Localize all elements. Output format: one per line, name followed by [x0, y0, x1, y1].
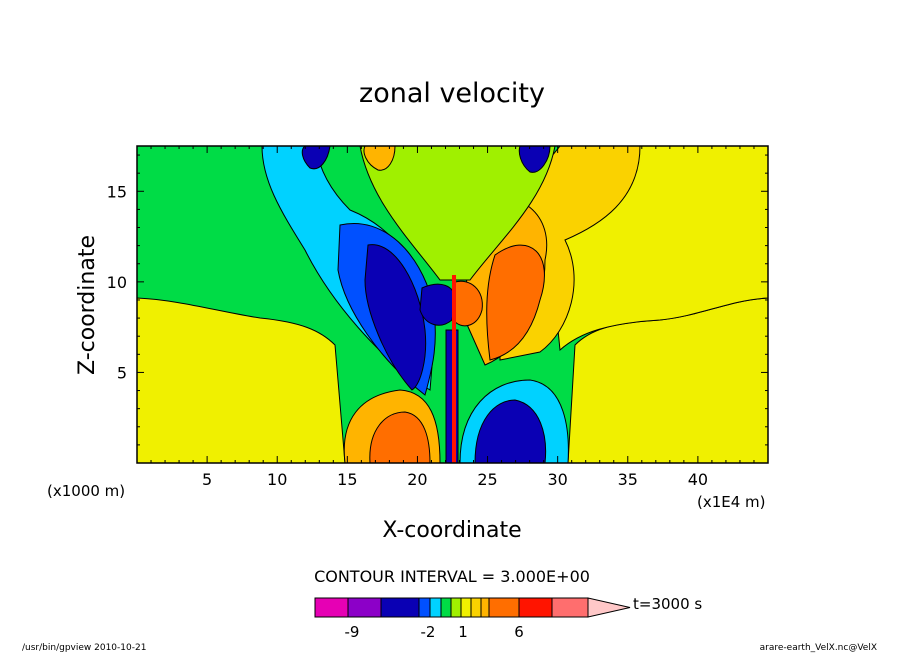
footer-left: /usr/bin/gpview 2010-10-21: [22, 643, 146, 653]
field-right-red-orange: [486, 244, 545, 361]
x-unit-note: (x1E4 m): [697, 493, 766, 511]
contour-interval-label: CONTOUR INTERVAL = 3.000E+00: [314, 567, 590, 586]
y-tick-label: 5: [117, 363, 127, 382]
field-left-darkblue: [364, 244, 427, 391]
chart-title: zonal velocity: [359, 78, 545, 109]
colorbar-segment: [518, 597, 553, 618]
colorbar-segment: [460, 597, 472, 618]
y-axis-ticks: 5 10 15: [107, 154, 768, 446]
field-lower-yellow: [137, 297, 346, 463]
colorbar-tick-label: 1: [458, 623, 468, 641]
y-axis-label: Z-coordinate: [75, 235, 100, 375]
field-top-orange-left: [363, 146, 396, 171]
x-axis-label: X-coordinate: [382, 518, 521, 543]
colorbar-tick-labels: -9 -2 1 6: [345, 623, 524, 641]
time-label: t=3000 s: [633, 595, 702, 613]
colorbar-segment: [440, 597, 452, 618]
x-tick-label: 15: [337, 470, 357, 489]
colorbar-segment: [429, 597, 442, 618]
footer-right: arare-earth_VelX.nc@VelX: [760, 643, 877, 653]
y-tick-label: 10: [107, 273, 127, 292]
colorbar-segment: [480, 597, 490, 618]
contour-field: [137, 146, 768, 463]
x-tick-label: 25: [477, 470, 497, 489]
field-center-plume: [359, 146, 556, 281]
x-tick-label: 40: [688, 470, 708, 489]
colorbar-segment: [380, 597, 420, 618]
x-tick-label: 20: [407, 470, 427, 489]
field-core-orange: [454, 280, 483, 327]
field-top-darkblue-right: [518, 146, 551, 173]
x-tick-label: 30: [547, 470, 567, 489]
colorbar-segment: [418, 597, 431, 618]
colorbar-segment: [470, 597, 482, 618]
colorbar-segment: [314, 597, 349, 618]
colorbar-tick-label: 6: [514, 623, 524, 641]
colorbar-segment: [551, 597, 589, 618]
colorbar-segment: [587, 597, 631, 618]
colorbar: [314, 597, 631, 618]
colorbar-segment: [488, 597, 520, 618]
field-core-darkblue: [419, 283, 456, 326]
colorbar-tick-label: -2: [421, 623, 436, 641]
x-tick-label: 35: [618, 470, 638, 489]
field-top-darkblue-left: [301, 146, 331, 170]
field-core-column-red: [452, 275, 456, 463]
colorbar-segment: [450, 597, 462, 618]
x-tick-label: 10: [267, 470, 287, 489]
plot-frame: [136, 145, 769, 464]
y-tick-label: 15: [107, 182, 127, 201]
x-axis-ticks: 5 10 15 20 25 30 35 40: [150, 146, 755, 489]
colorbar-segment: [347, 597, 382, 618]
y-unit-note: (x1000 m): [47, 482, 125, 500]
field-bottom-right-darkblue: [474, 399, 547, 463]
field-bottom-left-redorange: [369, 411, 431, 463]
colorbar-tick-label: -9: [345, 623, 360, 641]
x-tick-label: 5: [202, 470, 212, 489]
